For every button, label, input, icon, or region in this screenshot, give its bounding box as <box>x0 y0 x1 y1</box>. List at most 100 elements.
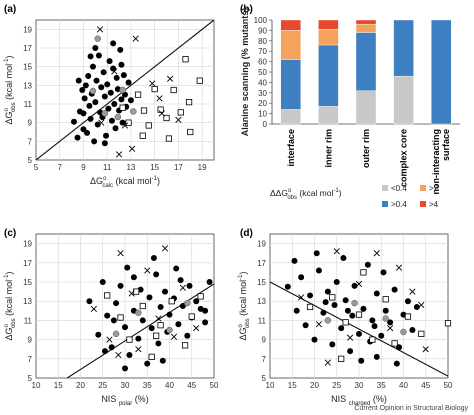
axis-title-main: NIS <box>101 394 116 404</box>
x-tick-label: 35 <box>143 381 152 390</box>
x-tick-label: 17 <box>174 163 183 172</box>
point-cross <box>111 68 118 75</box>
legend-title-unit: (kcal mol <box>297 188 333 198</box>
bar-segment <box>355 32 377 91</box>
legend-entry-label: >0.4 <box>391 200 407 209</box>
point-filled-circle <box>101 140 108 147</box>
point-cross <box>90 305 97 312</box>
point-cross <box>128 290 135 297</box>
point-open-square <box>418 330 425 337</box>
point-cross <box>395 264 403 271</box>
legend-title-main: ΔΔG <box>270 188 288 198</box>
point-filled-circle <box>100 69 107 76</box>
point-cross <box>298 294 305 301</box>
point-open-square <box>165 135 173 142</box>
axis-title-sub: obs <box>11 102 17 112</box>
x-tick-label: 25 <box>98 381 107 390</box>
y-tick-label: 0 <box>263 120 268 129</box>
point-filled-circle <box>87 115 94 122</box>
x-tick-label: 10 <box>32 381 41 390</box>
point-filled-circle <box>329 341 336 348</box>
y-tick-label: 19 <box>257 240 266 249</box>
point-filled-circle <box>81 95 88 102</box>
axis-title-sup: o <box>103 176 107 182</box>
point-filled-circle <box>315 267 322 274</box>
point-open-square <box>153 332 160 339</box>
point-filled-circle <box>87 53 94 60</box>
point-filled-circle <box>342 297 349 304</box>
point-filled-circle <box>127 97 134 104</box>
point-filled-circle <box>122 91 128 98</box>
point-filled-circle <box>80 126 87 133</box>
point-filled-circle <box>112 125 119 132</box>
x-tick-label: 10 <box>266 381 275 390</box>
point-filled-circle <box>80 110 87 117</box>
point-filled-circle <box>104 81 111 88</box>
axis-title-unit: (%) <box>132 394 149 404</box>
point-filled-circle <box>92 99 99 106</box>
legend-title-sup: o <box>288 188 292 194</box>
point-cross <box>166 75 174 82</box>
y-tick-label: 50 <box>258 68 267 77</box>
point-filled-circle <box>173 265 180 272</box>
point-filled-circle <box>135 335 142 342</box>
point-filled-circle <box>118 96 125 103</box>
point-open-square <box>185 99 193 106</box>
credit-line: Current Opinion in Structural Biology <box>354 405 468 412</box>
point-filled-circle <box>93 77 100 84</box>
y-axis-title: ΔGoobs (kcal mol-1) <box>238 272 251 341</box>
x-tick-label: 9 <box>81 163 86 172</box>
y-tick-label: 10 <box>258 110 267 119</box>
axis-title-main: ΔG <box>4 111 14 124</box>
point-cross <box>144 267 151 274</box>
point-filled-circle <box>117 282 124 289</box>
point-filled-circle <box>380 269 387 276</box>
axis-title-exp: -1 <box>4 274 10 280</box>
bar-segment <box>431 19 452 125</box>
legend-title-sub: obs <box>287 195 297 201</box>
axis-title-close: ) <box>4 272 14 275</box>
point-filled-circle <box>146 294 153 301</box>
point-open-square <box>134 91 142 98</box>
point-cross <box>129 145 136 152</box>
point-filled-circle <box>333 279 340 285</box>
bar-segment <box>355 23 377 33</box>
axis-title-sub: calc <box>102 183 113 189</box>
y-axis-title: Alanine scanning (% mutants) <box>240 8 250 137</box>
point-gray-circle <box>112 330 120 338</box>
point-gray-circle <box>166 326 173 334</box>
point-open-square <box>182 56 189 63</box>
point-open-square <box>338 355 345 362</box>
point-gray-circle <box>135 309 142 316</box>
y-tick-label: 7 <box>28 355 33 364</box>
point-filled-circle <box>107 89 114 96</box>
y-tick-label: 17 <box>23 44 32 53</box>
point-filled-circle <box>86 298 93 305</box>
y-tick-label: 5 <box>28 374 33 383</box>
y-axis-title: ΔGoobs (kcal mol-1) <box>4 56 17 125</box>
axis-title-sub: polar <box>119 401 132 407</box>
x-tick-label: 19 <box>198 163 207 172</box>
point-open-square <box>355 311 363 318</box>
point-filled-circle <box>85 73 92 79</box>
category-label: inner rim <box>323 129 333 168</box>
bar-segment <box>280 30 301 60</box>
point-filled-circle <box>371 323 378 330</box>
point-filled-circle <box>113 74 120 81</box>
point-filled-circle <box>108 117 115 124</box>
y-tick-label: 13 <box>23 81 32 90</box>
x-tick-label: 40 <box>399 381 408 390</box>
point-open-square <box>157 322 164 329</box>
point-cross <box>117 250 124 257</box>
point-filled-circle <box>373 290 380 297</box>
point-open-square <box>170 86 177 94</box>
legend-swatch <box>382 185 388 191</box>
point-cross <box>96 26 104 33</box>
point-filled-circle <box>144 360 151 367</box>
point-filled-circle <box>97 109 104 116</box>
point-filled-circle <box>358 357 365 364</box>
point-cross <box>422 346 429 353</box>
point-open-square <box>139 132 146 139</box>
x-tick-label: 15 <box>54 381 63 390</box>
